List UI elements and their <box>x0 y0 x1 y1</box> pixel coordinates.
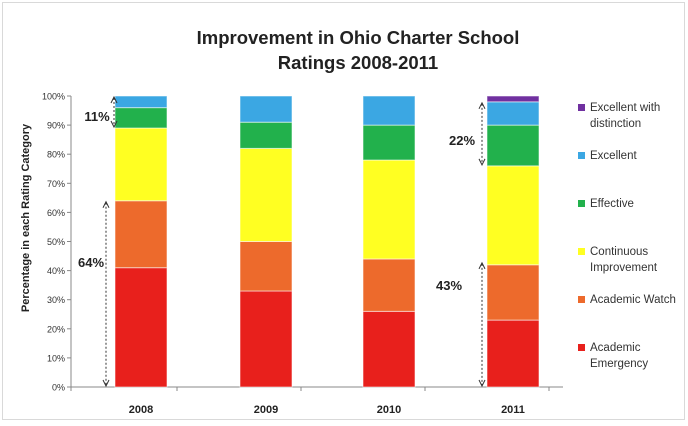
bar-segment-academic-watch-2008 <box>114 200 168 269</box>
y-tick-label: 0% <box>52 383 65 393</box>
chart-frame: Improvement in Ohio Charter School Ratin… <box>2 2 685 420</box>
annotation-arrowhead-up <box>110 95 118 104</box>
bar-segment-excellent-with-distinction-2011 <box>486 95 540 103</box>
annotation-arrowhead-down <box>478 379 486 388</box>
bar-segment-academic-watch-2010 <box>362 258 416 312</box>
legend-label-effective: Effective <box>590 198 634 210</box>
annotation-label: 43% <box>436 278 462 293</box>
legend-swatch-excellent-with-distinction <box>578 104 585 111</box>
bar-segment-effective-2008 <box>114 107 168 129</box>
y-tick-label: 50% <box>47 237 65 247</box>
bar-segment-academic-watch-2009 <box>239 241 293 292</box>
legend: Excellent with distinction Excellent Effect… <box>578 102 676 370</box>
y-axis-label: Percentage in each Rating Category <box>20 123 32 312</box>
annotation-arrowhead-up <box>478 101 486 110</box>
bar-segment-academic-watch-2011 <box>486 264 540 321</box>
y-tick-label: 80% <box>47 150 65 160</box>
annotation-arrowhead-up <box>478 261 486 270</box>
chart-title-line-1: Improvement in Ohio Charter School <box>197 27 520 48</box>
bar-segment-academic-emergency-2010 <box>362 310 416 388</box>
bar-segment-effective-2010 <box>362 124 416 161</box>
bar-segment-continuous-improvement-2008 <box>114 127 168 202</box>
x-tick-label: 2011 <box>501 404 525 416</box>
stacked-bar-chart: Improvement in Ohio Charter School Ratin… <box>20 27 676 416</box>
annotation-arrowhead-down <box>478 158 486 166</box>
legend-swatch-effective <box>578 200 585 207</box>
legend-swatch-academic-watch <box>578 296 585 303</box>
plot-area: 0% 10% 20% 30% 40% 50% 60% 70% 80% 90% 100% 2008 200… <box>42 92 563 416</box>
legend-swatch-continuous-improvement <box>578 248 585 255</box>
y-tick-label: 100% <box>42 92 65 102</box>
annotation-arrowhead-up <box>102 200 110 208</box>
legend-label-continuous-improvement: Continuous Improvement <box>590 246 658 274</box>
legend-swatch-excellent <box>578 152 585 159</box>
x-tick-label: 2008 <box>129 404 153 416</box>
annotation-label: 11% <box>84 109 110 124</box>
y-tick-label: 20% <box>47 324 65 334</box>
bar-segment-excellent-2008 <box>114 95 168 109</box>
bar-segment-continuous-improvement-2011 <box>486 165 540 266</box>
y-tick-label: 90% <box>47 121 65 131</box>
annotation-arrowhead-down <box>102 379 110 388</box>
y-tick-label: 60% <box>47 208 65 218</box>
chart-title-line-2: Ratings 2008-2011 <box>278 52 438 73</box>
legend-label-excellent-with-distinction: Excellent with distinction <box>590 102 660 130</box>
annotation-arrowhead-down <box>110 120 118 129</box>
bar-segment-continuous-improvement-2009 <box>239 147 293 243</box>
y-tick-label: 10% <box>47 353 65 363</box>
y-tick-label: 40% <box>47 266 65 276</box>
legend-label-excellent: Excellent <box>590 150 637 162</box>
legend-swatch-academic-emergency <box>578 344 585 351</box>
bar-segment-academic-emergency-2009 <box>239 290 293 388</box>
bar-segment-effective-2009 <box>239 121 293 149</box>
bar-segment-excellent-2009 <box>239 95 293 123</box>
bar-segment-academic-emergency-2011 <box>486 319 540 388</box>
x-tick-label: 2009 <box>254 404 278 416</box>
y-tick-label: 30% <box>47 295 65 305</box>
annotation-label: 22% <box>449 133 475 148</box>
bar-segment-academic-emergency-2008 <box>114 267 168 388</box>
bar-segment-excellent-2011 <box>486 101 540 126</box>
bar-segment-continuous-improvement-2010 <box>362 159 416 260</box>
y-tick-label: 70% <box>47 179 65 189</box>
bar-segment-excellent-2010 <box>362 95 416 126</box>
annotation-label: 64% <box>78 255 104 270</box>
legend-label-academic-emergency: Academic Emergency <box>590 342 648 370</box>
legend-label-academic-watch: Academic Watch <box>590 294 676 306</box>
bar-segment-effective-2011 <box>486 124 540 167</box>
x-tick-label: 2010 <box>377 404 401 416</box>
